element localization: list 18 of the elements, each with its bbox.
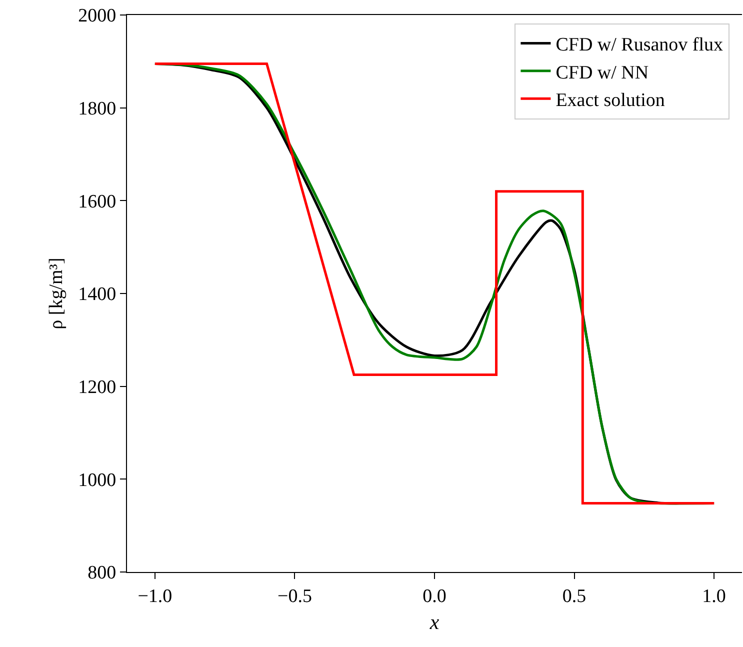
legend-label: CFD w/ NN — [556, 62, 649, 84]
y-tick-label: 1600 — [78, 191, 116, 212]
x-tick-label: −0.5 — [277, 586, 312, 607]
y-tick-label: 1800 — [78, 98, 116, 120]
x-tick-label: −1.0 — [138, 586, 172, 607]
legend-label: CFD w/ Rusanov flux — [556, 34, 724, 56]
x-tick-label: 0.5 — [562, 586, 586, 607]
y-tick-label: 1400 — [78, 284, 116, 306]
x-tick-label: 1.0 — [702, 586, 726, 607]
y-tick-label: 1200 — [78, 376, 116, 398]
x-tick-label: 0.0 — [422, 586, 446, 607]
y-axis-title: ρ [kg/m³] — [46, 258, 67, 330]
y-tick-label: 1000 — [78, 470, 116, 491]
line-series — [154, 62, 716, 505]
x-axis-title: x — [428, 610, 440, 634]
y-tick-label: 2000 — [78, 6, 116, 27]
legend-label: Exact solution — [556, 90, 666, 112]
y-tick-label: 800 — [88, 562, 116, 584]
